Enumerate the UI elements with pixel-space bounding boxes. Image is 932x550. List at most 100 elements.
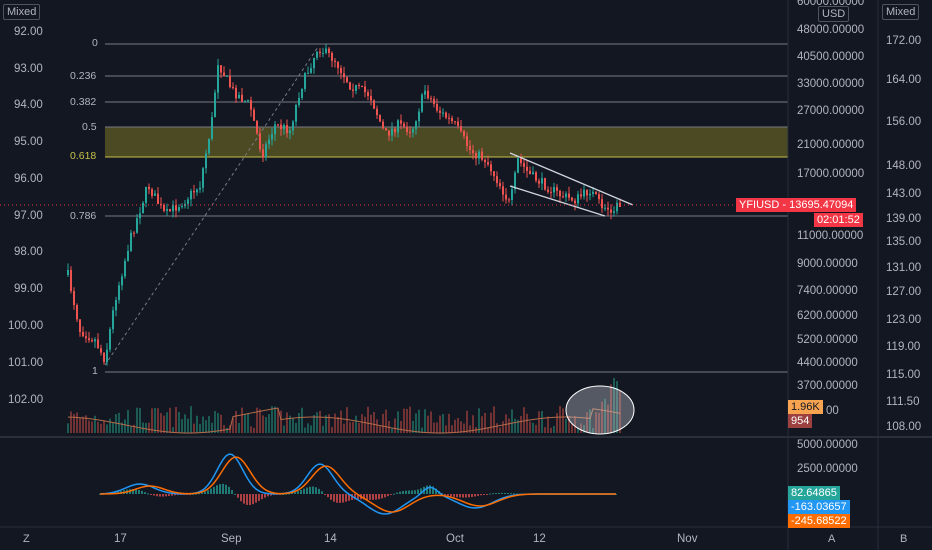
fib-trend-line[interactable] [104, 46, 319, 366]
candle-body [595, 191, 597, 195]
candle-body [172, 205, 174, 212]
left-axis-label: 100.00 [8, 320, 44, 332]
auto-scale-button[interactable]: A [828, 533, 836, 545]
candle-body [229, 75, 231, 88]
currency-label[interactable]: USD [818, 6, 850, 22]
fib-retracement[interactable] [105, 43, 788, 373]
price-tag[interactable]: YFIUSD - 13695.47094 [736, 198, 857, 212]
candle-body [454, 121, 456, 123]
candle-body [550, 191, 552, 193]
macd-histogram-bar [234, 493, 236, 495]
price-axis-label: 21000.00000 [797, 139, 865, 151]
price-axis-label: 48000.00000 [797, 24, 865, 36]
macd-histogram-bar [441, 493, 443, 495]
volume-bar [616, 381, 618, 433]
volume-bar [169, 407, 171, 433]
volume-bar [493, 406, 495, 433]
macd-histogram-bar [153, 494, 155, 496]
volume-bar [193, 423, 195, 433]
candle-body [313, 57, 315, 69]
wedge-upper-line[interactable] [509, 152, 634, 206]
macd-histogram-bar [312, 486, 314, 494]
macd-histogram-bar [453, 494, 455, 497]
secondary-axis-label: 115.00 [886, 369, 921, 381]
volume-bar [430, 411, 432, 433]
candle-body [451, 118, 453, 122]
volume-bar [340, 410, 342, 433]
candle-body [523, 163, 525, 167]
volume-bar [592, 427, 594, 433]
price-axis-label: 6200.00000 [797, 310, 858, 322]
candle-body [388, 130, 390, 136]
candle-body [304, 73, 306, 89]
candle-body [202, 168, 204, 188]
volume-bar [517, 419, 519, 433]
volume-bar [187, 418, 189, 433]
volume-bar [586, 412, 588, 433]
candle-body [514, 172, 516, 190]
volume-bar [202, 416, 204, 433]
volume-bar [553, 426, 555, 433]
macd-histogram-bar [267, 494, 269, 497]
macd-histogram-bar [309, 486, 311, 494]
candle-body [526, 166, 528, 171]
candle-body [220, 65, 222, 73]
candle-body [85, 336, 87, 339]
price-axis-label: 17000.00000 [797, 168, 865, 180]
volume-bars [67, 377, 621, 433]
left-axis-label: 93.00 [14, 63, 43, 75]
volume-bar [445, 425, 447, 433]
macd-histogram-bar [285, 493, 287, 495]
candle-body [481, 151, 483, 160]
secondary-axis-label: 164.00 [886, 74, 922, 86]
macd-histogram-bar [447, 494, 449, 496]
macd-histogram-bar [174, 494, 176, 496]
candle-body [208, 138, 210, 154]
macd-histogram-bar [231, 490, 233, 494]
left-scale-mode-button[interactable]: Mixed [3, 4, 41, 20]
volume-bar [175, 407, 177, 433]
candle-body [178, 207, 180, 211]
volume-bar [343, 423, 345, 433]
price-axis-label: 27000.00000 [797, 105, 865, 117]
right-scale-mode-button[interactable]: Mixed [882, 4, 920, 20]
macd-histogram-bar [177, 494, 179, 495]
volume-bar [418, 409, 420, 433]
zoom-button[interactable]: Z [23, 533, 30, 545]
volume-bar [376, 419, 378, 433]
volume-highlight-ellipse[interactable] [565, 385, 635, 435]
volume-bar [349, 422, 351, 433]
macd-histogram-bar [402, 491, 404, 494]
candle-body [319, 51, 321, 54]
log-scale-button[interactable]: B [900, 533, 908, 545]
volume-bar [598, 412, 600, 433]
macd-histogram-bar [135, 489, 137, 494]
volume-bar [184, 414, 186, 433]
candle-body [334, 60, 336, 62]
candle-body [586, 189, 588, 196]
volume-bar [238, 422, 240, 433]
volume-bar [604, 398, 606, 433]
candle-body [223, 72, 225, 77]
macd-histogram-bar [306, 487, 308, 494]
macd-histogram-bar [189, 494, 191, 495]
volume-tag: 954 [788, 414, 813, 428]
macd-histogram-bar [495, 492, 497, 494]
macd-histogram-bar [330, 494, 332, 500]
volume-bar [607, 404, 609, 433]
secondary-axis-label: 123.00 [886, 314, 922, 326]
candle-body [112, 310, 114, 330]
volume-bar [565, 418, 567, 433]
macd-histogram-bar [378, 494, 380, 500]
volume-bar [223, 425, 225, 433]
macd-histogram-bar [261, 494, 263, 500]
time-axis-label: 12 [533, 533, 546, 545]
volume-bar [283, 425, 285, 433]
candle-body [541, 178, 543, 184]
candle-body [118, 285, 120, 301]
macd-histogram-bar [300, 490, 302, 494]
wedge-lower-line[interactable] [509, 185, 606, 217]
macd-histogram-bar [303, 488, 305, 494]
macd-histogram-bar [207, 490, 209, 494]
